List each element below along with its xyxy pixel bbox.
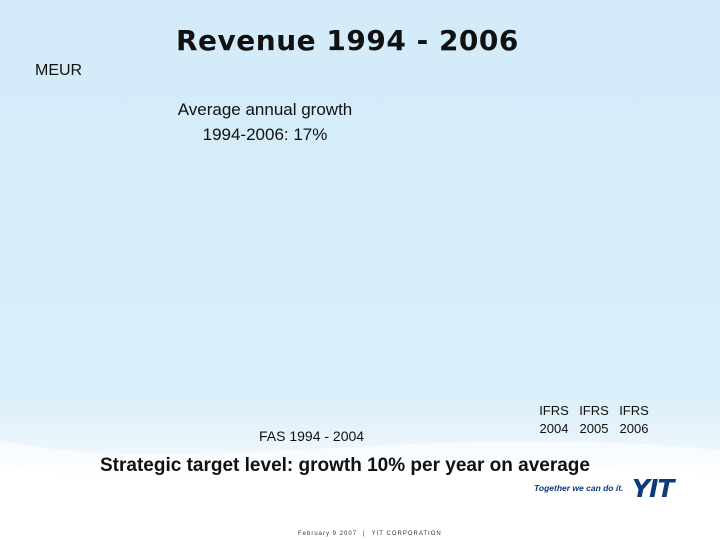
company-slogan: Together we can do it. (534, 483, 624, 493)
ifrs-year-labels: 2004 2005 2006 (534, 421, 654, 436)
growth-annotation-line1: Average annual growth (177, 100, 353, 119)
footer-date: February 9 2007 (298, 531, 358, 537)
ifrs-year-label: 2006 (619, 421, 649, 436)
footer-separator: | (363, 531, 366, 537)
ifrs-standard-label: IFRS (539, 403, 569, 418)
ifrs-standard-label: IFRS (579, 403, 609, 418)
growth-annotation-line2: 1994-2006: 17% (202, 125, 328, 144)
ifrs-standard-labels: IFRS IFRS IFRS (534, 403, 654, 418)
slide-footer: February 9 2007 | YIT CORPORATION (298, 531, 442, 537)
background-wave-decoration (0, 440, 720, 540)
ifrs-year-label: 2004 (539, 421, 569, 436)
ifrs-standard-label: IFRS (619, 403, 649, 418)
fas-period-label: FAS 1994 - 2004 (259, 428, 365, 444)
yit-logo: YIT (632, 474, 674, 503)
strategic-target-text: Strategic target level: growth 10% per y… (100, 455, 590, 476)
footer-company: YIT CORPORATION (371, 531, 442, 537)
slide-title: Revenue 1994 - 2006 (176, 24, 519, 57)
growth-annotation: Average annual growth 1994-2006: 17% (150, 97, 380, 147)
ifrs-year-label: 2005 (579, 421, 609, 436)
unit-label: MEUR (35, 62, 83, 79)
